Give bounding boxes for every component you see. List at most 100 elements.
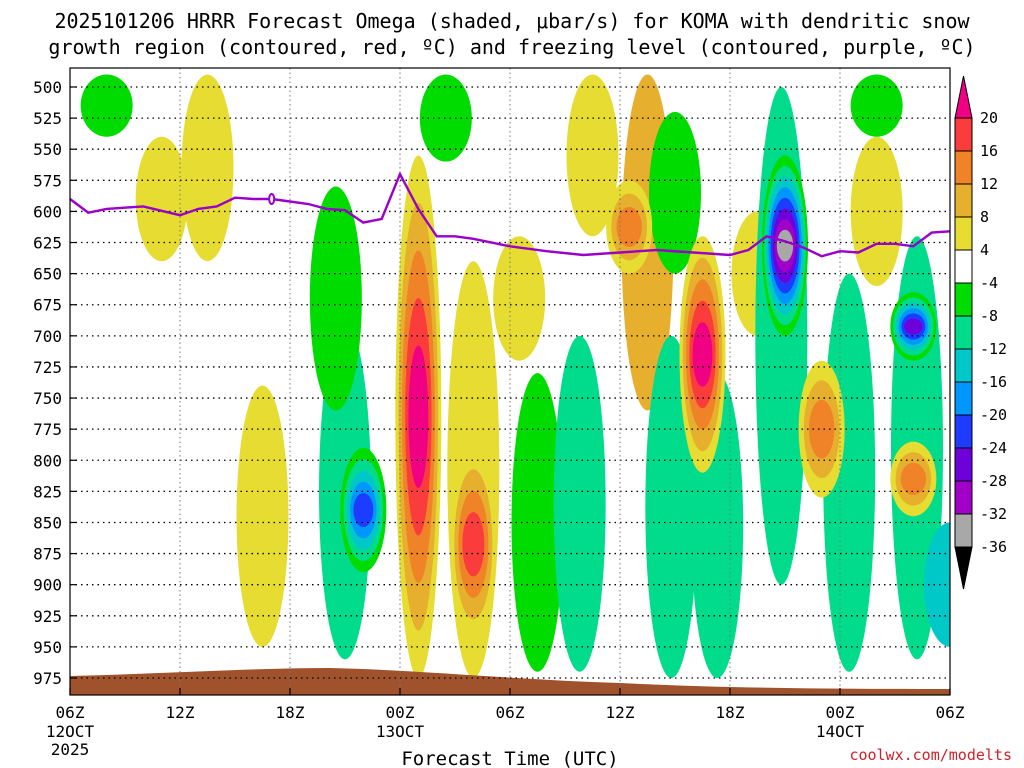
omega-patch [850,74,903,137]
omega-feature [353,493,374,527]
chart-title-line2: growth region (contoured, red, ºC) and f… [48,35,975,59]
colorbar-band [954,249,973,284]
y-tick-label: 750 [33,389,62,408]
colorbar-band [954,282,973,317]
y-tick-label: 650 [33,265,62,284]
freezing-level-line [69,171,951,258]
omega-patch [566,74,619,237]
x-tick-date: 13OCT [376,722,425,741]
colorbar-label: -16 [980,373,1007,391]
y-tick-label: 800 [33,451,62,470]
omega-patch [823,273,876,672]
y-tick-label: 975 [33,669,62,688]
colorbar-band [954,414,973,449]
x-tick-label: 12Z [606,703,635,722]
omega-patch [493,236,546,361]
omega-feature [904,318,923,335]
omega-feature [462,512,485,577]
y-tick-label: 775 [33,420,62,439]
x-tick-date: 14OCT [816,722,865,741]
colorbar-label: -12 [980,340,1007,358]
colorbar-band [954,150,973,185]
colorbar-label: 12 [980,175,998,193]
y-tick-label: 700 [33,327,62,346]
omega-patch [236,385,289,647]
colorbar-label: 4 [980,241,989,259]
colorbar-label: 20 [980,109,998,127]
omega-feature [776,229,794,262]
colorbar-band [954,216,973,251]
x-tick-label: 18Z [716,703,745,722]
colorbar-band [954,447,973,482]
omega-features [80,74,950,678]
colorbar-label: -4 [980,274,998,292]
y-tick-label: 850 [33,513,62,532]
freezing-level-label-marker [268,192,276,205]
y-tick-label: 625 [33,234,62,253]
y-tick-label: 825 [33,482,62,501]
credit-link[interactable]: coolwx.com/modelts [849,746,1012,764]
colorbar-band [954,381,973,416]
y-tick-label: 950 [33,638,62,657]
omega-feature [900,462,927,495]
x-tick-label: 00Z [386,703,415,722]
y-tick-label: 500 [33,78,62,97]
x-tick-label: 12Z [166,703,195,722]
omega-patch [553,335,606,672]
omega-patch [135,136,188,262]
x-tick-label: 00Z [826,703,855,722]
freezing-level-contour [69,171,951,258]
omega-patch [850,136,903,287]
omega-patch [309,186,362,411]
omega-patch [649,111,701,274]
colorbar-label: 16 [980,142,998,160]
colorbar-band [954,183,973,218]
omega-shading [80,74,950,678]
chart-title-line1: 2025101206 HRRR Forecast Omega (shaded, … [54,9,970,33]
omega-feature [408,345,429,488]
omega-feature [692,322,713,387]
x-tick-label: 06Z [936,703,965,722]
colorbar-label: -20 [980,406,1007,424]
colorbar-bottom-arrow [954,546,973,590]
y-tick-label: 675 [33,296,62,315]
colorbar-label: -8 [980,307,998,325]
x-axis-title: Forecast Time (UTC) [401,748,618,768]
y-axis: 500 525 550 575 600 625 650 675 700 725 750 775 800 8… [33,78,77,688]
omega-feature [808,399,835,459]
chart-title: 2025101206 HRRR Forecast Omega (shaded, … [48,9,975,59]
y-tick-label: 550 [33,140,62,159]
omega-feature [616,206,642,247]
colorbar-label: -24 [980,439,1007,457]
x-tick-label: 18Z [276,703,305,722]
x-tick-date: 12OCT [46,722,95,741]
x-tick-label: 06Z [496,703,525,722]
colorbar-label: -36 [980,538,1007,556]
colorbar-band [954,315,973,350]
colorbar-band [954,513,973,548]
x-tick-label: 06Z [56,703,85,722]
y-tick-label: 925 [33,607,62,626]
colorbar-band [954,117,973,152]
omega-patch [80,74,133,137]
x-tick-year: 2025 [51,740,90,759]
omega-patch [419,74,472,162]
y-tick-label: 875 [33,545,62,564]
colorbar-label: -32 [980,505,1007,523]
colorbar-label: -28 [980,472,1007,490]
colorbar-label: 8 [980,208,989,226]
grid-lines [70,68,950,695]
colorbar-band [954,348,973,383]
y-tick-label: 600 [33,202,62,221]
y-tick-label: 575 [33,171,62,190]
colorbar-band [954,480,973,515]
omega-patch [181,74,234,262]
y-tick-label: 725 [33,358,62,377]
colorbar: 20 16 12 8 4 -4 -8 -12 -16 -20 -24 -28 -32 -36 [954,75,1007,590]
y-tick-label: 900 [33,576,62,595]
colorbar-top-arrow [954,75,973,119]
omega-patch [924,522,950,647]
y-tick-label: 525 [33,109,62,128]
